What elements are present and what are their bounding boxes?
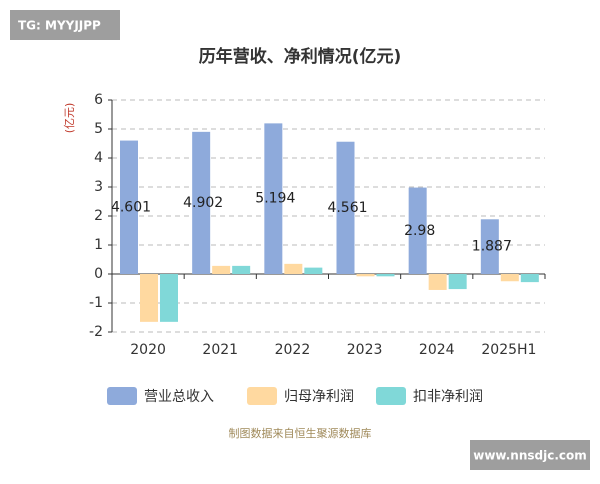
data-label: 5.194 (255, 191, 295, 207)
bar (500, 274, 519, 282)
legend-swatch (376, 387, 406, 405)
bar (304, 267, 323, 274)
legend-label: 扣非净利润 (413, 389, 483, 405)
x-tick-label: 2021 (202, 342, 238, 358)
bar (284, 263, 303, 274)
data-label: 4.561 (327, 200, 367, 216)
bar (264, 123, 283, 275)
watermark-box (470, 440, 590, 470)
legend-label: 营业总收入 (144, 389, 214, 405)
y-axis-label: (亿元) (63, 103, 76, 134)
footnote: 制图数据来自恒生聚源数据库 (229, 426, 372, 440)
legend-label: 归母净利润 (284, 388, 354, 405)
bar (448, 274, 467, 290)
bar (120, 140, 138, 274)
y-tick-label: -2 (89, 324, 103, 340)
legend-swatch (247, 387, 277, 405)
x-tick-label: 2022 (275, 342, 311, 358)
y-tick-label: 3 (94, 179, 103, 195)
data-label: 1.887 (472, 239, 512, 255)
y-tick-label: 2 (94, 208, 103, 224)
bar (408, 187, 427, 274)
bar (336, 141, 355, 274)
bar (376, 274, 395, 277)
chart-title: 历年营收、净利情况(亿元) (199, 46, 402, 67)
y-tick-label: -1 (89, 295, 103, 311)
bar (480, 219, 499, 274)
watermark: www.nnsdjc.com (473, 449, 587, 463)
bar (160, 274, 178, 322)
bar (212, 265, 231, 274)
bar (428, 274, 447, 290)
y-tick-label: 5 (94, 121, 103, 137)
data-label: 4.601 (111, 199, 151, 215)
y-tick-label: 4 (94, 150, 103, 166)
bar (192, 131, 211, 274)
watermark-box (10, 10, 120, 40)
x-tick-label: 2025H1 (481, 342, 536, 358)
data-label: 2.98 (404, 223, 435, 239)
bar (140, 274, 158, 322)
legend-swatch (107, 387, 137, 405)
y-tick-label: 1 (94, 237, 103, 253)
y-tick-label: 6 (94, 92, 103, 108)
bar (356, 274, 375, 277)
x-tick-label: 2023 (347, 342, 383, 358)
y-tick-label: 0 (94, 266, 103, 282)
x-tick-label: 2020 (130, 342, 166, 358)
bar (232, 265, 251, 274)
watermark: TG: MYYJJPP (18, 19, 101, 33)
x-tick-label: 2024 (419, 342, 455, 358)
bar (520, 274, 539, 283)
data-label: 4.902 (183, 195, 223, 211)
